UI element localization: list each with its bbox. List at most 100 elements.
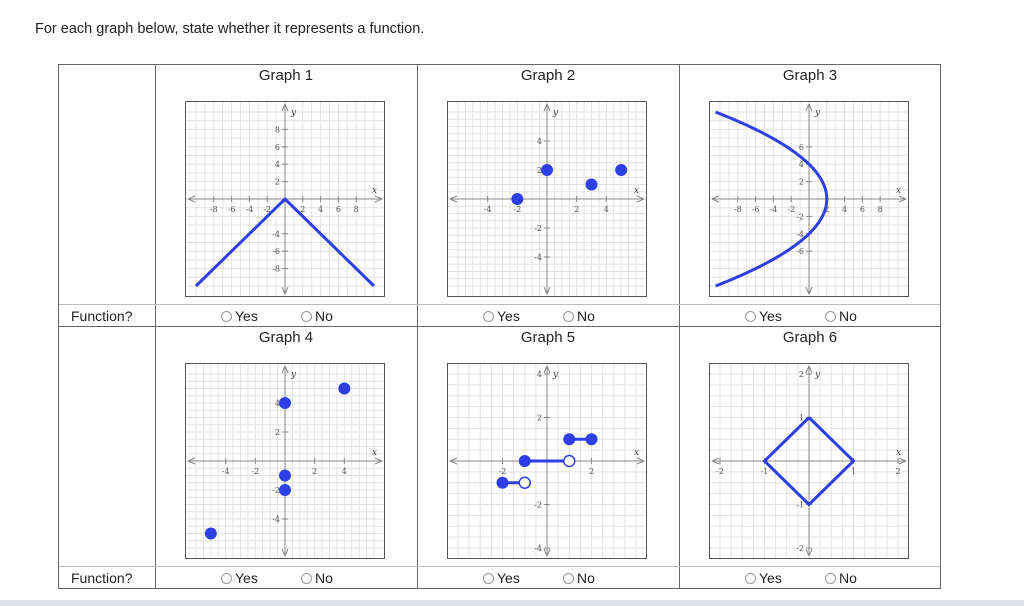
radio-no-icon[interactable] xyxy=(825,310,836,322)
y-tick-label: -4 xyxy=(534,253,542,262)
x-tick-label: -2 xyxy=(787,205,795,214)
x-tick-label: 4 xyxy=(842,205,847,214)
axis-arrow-icon xyxy=(374,195,383,203)
graph-1-yes-option[interactable]: Yes xyxy=(221,308,258,324)
y-tick-label: 4 xyxy=(275,160,280,169)
graph-line xyxy=(714,110,829,288)
y-tick-label: 1 xyxy=(799,414,804,423)
x-tick-label: 4 xyxy=(604,205,609,214)
graph-6-yes-option[interactable]: Yes xyxy=(745,570,782,586)
x-tick-label: -2 xyxy=(263,205,271,214)
closed-point xyxy=(563,433,576,446)
axis-arrow-icon xyxy=(449,195,458,203)
graph-5-plot: -2 2 4 2 -2 -4 x y xyxy=(447,363,647,559)
graph-2-yes-option[interactable]: Yes xyxy=(483,308,520,324)
graph-2-title: Graph 2 xyxy=(520,67,576,84)
no-label: No xyxy=(839,308,857,324)
axis-arrow-icon xyxy=(711,195,720,203)
graph-2-no-option[interactable]: No xyxy=(563,308,595,324)
graph-line xyxy=(194,196,376,288)
row-label-2: Function? xyxy=(71,570,133,586)
x-tick-label: 2 xyxy=(300,205,305,214)
radio-no-icon[interactable] xyxy=(825,572,836,584)
radio-yes-icon[interactable] xyxy=(221,572,232,584)
y-tick-label: 2 xyxy=(537,414,542,423)
radio-yes-icon[interactable] xyxy=(483,572,494,584)
yes-label: Yes xyxy=(497,570,520,586)
radio-no-icon[interactable] xyxy=(301,310,312,322)
axis-arrow-icon xyxy=(281,286,289,295)
y-axis-variable: y xyxy=(552,370,559,380)
radio-no-icon[interactable] xyxy=(563,310,574,322)
graph-4-yes-option[interactable]: Yes xyxy=(221,570,258,586)
y-tick-label: -6 xyxy=(796,247,804,256)
radio-yes-icon[interactable] xyxy=(745,310,756,322)
y-tick-label: 4 xyxy=(537,370,542,379)
axis-arrow-icon xyxy=(805,103,813,112)
graph-6-no-option[interactable]: No xyxy=(825,570,857,586)
y-tick-label: -2 xyxy=(534,501,542,510)
y-tick-label: 4 xyxy=(799,160,804,169)
open-point xyxy=(563,454,576,468)
y-axis-variable: y xyxy=(814,370,821,380)
radio-no-icon[interactable] xyxy=(301,572,312,584)
yes-label: Yes xyxy=(759,570,782,586)
y-tick-label: 2 xyxy=(275,428,280,437)
axis-arrow-icon xyxy=(187,457,196,465)
x-tick-label: 4 xyxy=(342,467,347,476)
closed-point xyxy=(279,484,291,496)
y-tick-label: -4 xyxy=(534,544,542,553)
radio-yes-icon[interactable] xyxy=(745,572,756,584)
closed-point xyxy=(279,469,291,482)
axis-arrow-icon xyxy=(636,457,645,465)
y-tick-label: -4 xyxy=(272,230,280,239)
graph-4-no-option[interactable]: No xyxy=(301,570,333,586)
graph-5-yes-option[interactable]: Yes xyxy=(483,570,520,586)
axis-arrow-icon xyxy=(543,286,551,295)
yes-label: Yes xyxy=(235,308,258,324)
radio-yes-icon[interactable] xyxy=(483,310,494,322)
axis-arrow-icon xyxy=(543,548,551,557)
x-axis-variable: x xyxy=(896,448,901,458)
graph-1-no-option[interactable]: No xyxy=(301,308,333,324)
x-axis-variable: x xyxy=(372,448,377,458)
graphs-table: Function? Function? xyxy=(58,64,941,589)
graph-6-title: Graph 6 xyxy=(782,329,838,346)
y-tick-label: -2 xyxy=(534,224,542,233)
axis-arrow-icon xyxy=(281,103,289,112)
axis-arrow-icon xyxy=(805,286,813,295)
x-tick-label: -6 xyxy=(228,205,236,214)
closed-point xyxy=(279,397,291,409)
x-axis-variable: x xyxy=(896,186,901,196)
radio-yes-icon[interactable] xyxy=(221,310,232,322)
closed-point xyxy=(585,433,598,446)
x-tick-label: -8 xyxy=(210,205,218,214)
graph-3-yes-option[interactable]: Yes xyxy=(745,308,782,324)
y-axis-variable: y xyxy=(814,108,821,118)
y-tick-label: 6 xyxy=(275,143,280,152)
x-tick-label: 2 xyxy=(312,467,317,476)
closed-point xyxy=(511,193,524,205)
y-tick-label: -4 xyxy=(796,230,804,239)
closed-point xyxy=(338,382,351,395)
graph-3-no-option[interactable]: No xyxy=(825,308,857,324)
axis-arrow-icon xyxy=(281,365,289,374)
closed-point xyxy=(615,164,628,176)
axis-arrow-icon xyxy=(543,103,551,112)
yes-label: Yes xyxy=(235,570,258,586)
y-tick-label: 8 xyxy=(275,125,280,134)
y-tick-label: 2 xyxy=(799,370,804,379)
y-tick-label: -2 xyxy=(796,212,804,221)
x-tick-label: 2 xyxy=(574,205,579,214)
open-point xyxy=(518,476,531,489)
y-axis-variable: y xyxy=(290,370,297,380)
closed-point xyxy=(496,476,509,489)
graph-5-no-option[interactable]: No xyxy=(563,570,595,586)
graph-5-title: Graph 5 xyxy=(520,329,576,346)
x-tick-label: 2 xyxy=(824,205,829,214)
axis-arrow-icon xyxy=(187,195,196,203)
x-tick-label: 1 xyxy=(851,467,856,476)
radio-no-icon[interactable] xyxy=(563,572,574,584)
row-label-1: Function? xyxy=(71,308,133,324)
no-label: No xyxy=(839,570,857,586)
